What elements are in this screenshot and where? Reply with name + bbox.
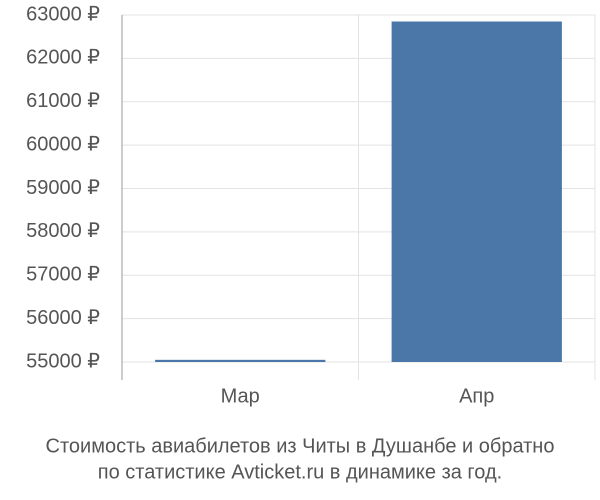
y-tick-label: 55000 ₽	[26, 350, 100, 372]
y-tick-label: 60000 ₽	[26, 133, 100, 155]
y-tick-label: 62000 ₽	[26, 47, 100, 69]
x-tick-label: Апр	[459, 385, 494, 407]
x-tick-label: Мар	[221, 385, 260, 407]
y-tick-label: 58000 ₽	[26, 220, 100, 242]
y-tick-label: 57000 ₽	[26, 264, 100, 286]
chart-title: по статистике Avticket.ru в динамике за …	[98, 461, 502, 483]
y-tick-label: 61000 ₽	[26, 90, 100, 112]
bar	[155, 359, 326, 362]
y-tick-label: 56000 ₽	[26, 307, 100, 329]
y-tick-label: 59000 ₽	[26, 177, 100, 199]
chart-title: Стоимость авиабилетов из Читы в Душанбе …	[46, 435, 555, 457]
y-tick-label: 63000 ₽	[26, 3, 100, 25]
bar	[391, 21, 562, 362]
